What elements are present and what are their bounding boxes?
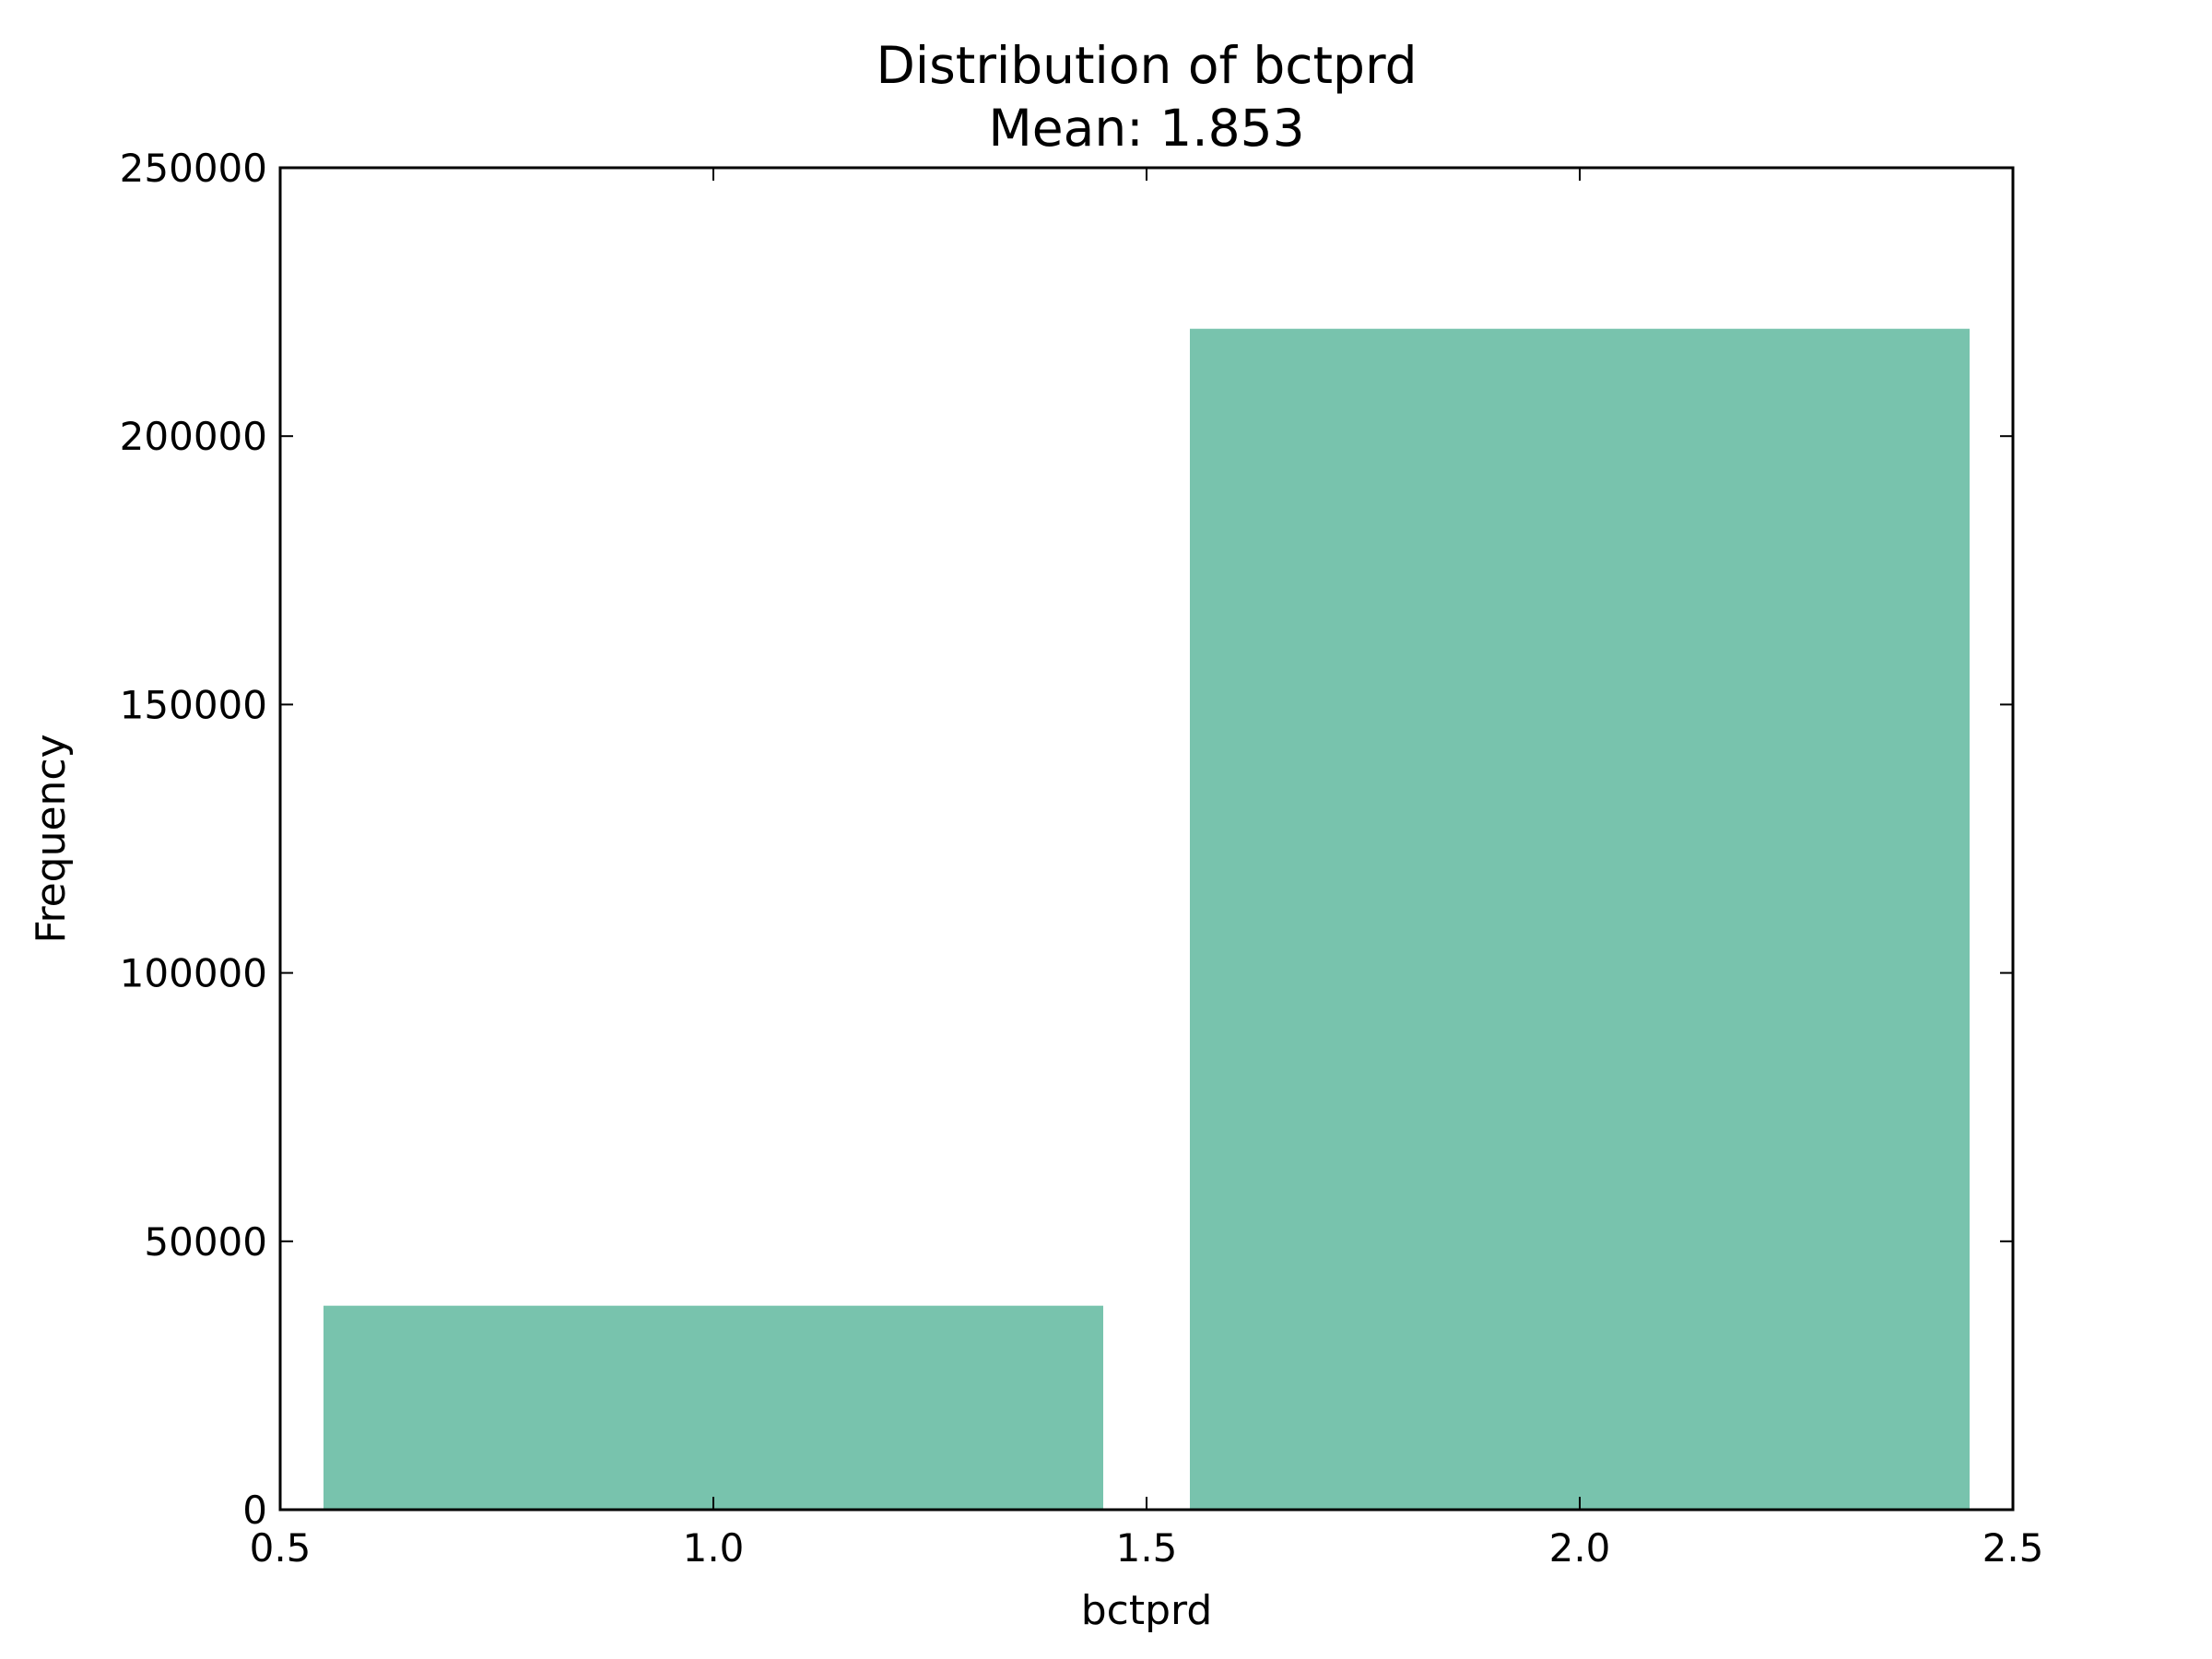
chart-subtitle: Mean: 1.853 — [988, 99, 1304, 158]
y-tick-label-6: 250000 — [120, 146, 267, 191]
bars-layer — [324, 328, 1970, 1511]
x-tick-label-1: 0.5 — [250, 1525, 312, 1571]
histogram-bar-2 — [1190, 328, 1970, 1511]
histogram-bar-1 — [324, 1305, 1103, 1510]
ticks-layer: 0.5 1.0 1.5 2.0 2.5 0 50000 100000 150000 200000 2… — [120, 146, 2044, 1571]
y-tick-label-2: 50000 — [144, 1219, 267, 1265]
x-tick-label-3: 1.5 — [1116, 1525, 1178, 1571]
x-tick-label-5: 2.5 — [1983, 1525, 2044, 1571]
x-tick-label-4: 2.0 — [1549, 1525, 1611, 1571]
y-tick-label-5: 200000 — [120, 414, 267, 459]
y-tick-label-3: 100000 — [120, 951, 267, 996]
y-tick-label-1: 0 — [242, 1488, 267, 1533]
y-axis-label: Frequency — [28, 734, 75, 943]
y-tick-label-4: 150000 — [120, 682, 267, 727]
plot-frame — [278, 166, 2015, 1512]
x-axis-label: bctprd — [1081, 1587, 1213, 1634]
x-tick-label-2: 1.0 — [683, 1525, 745, 1571]
chart-title: Distribution of bctprd — [876, 36, 1417, 95]
